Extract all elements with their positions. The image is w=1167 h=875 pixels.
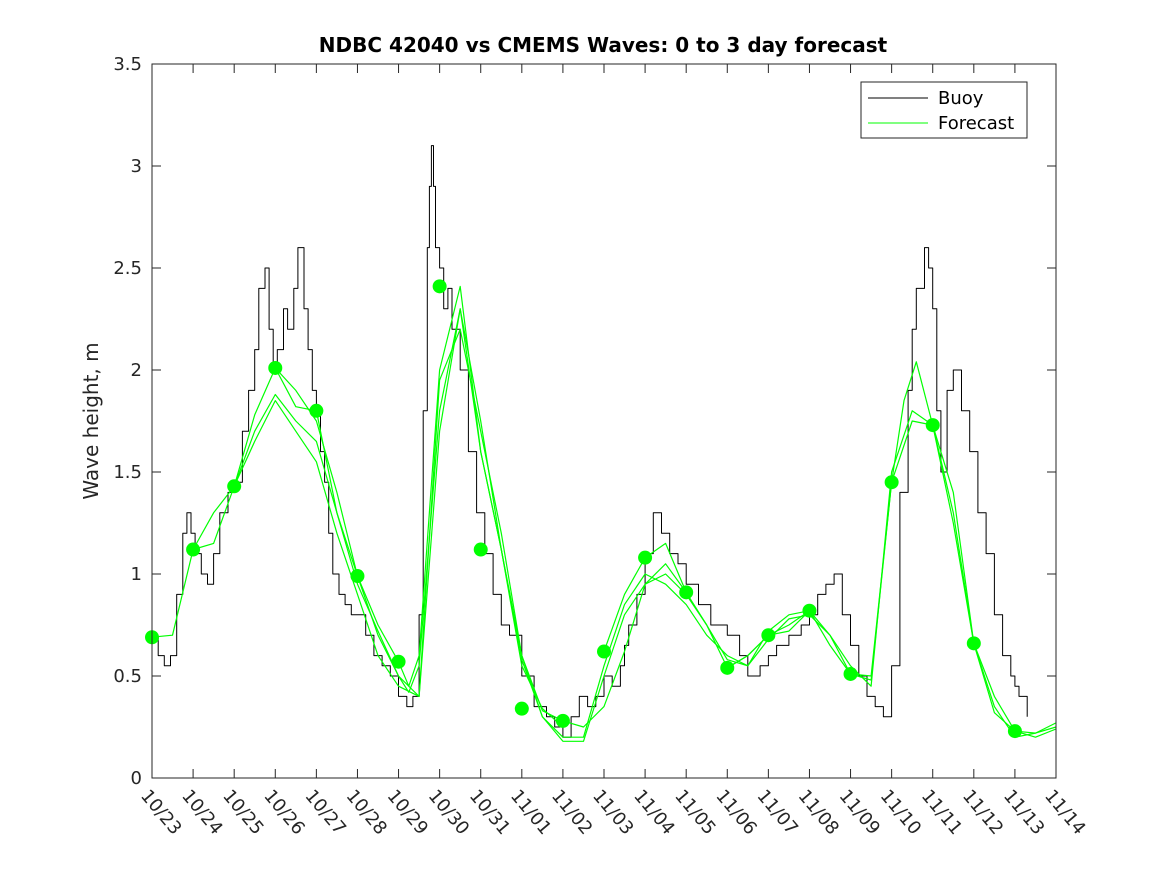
legend: Buoy Forecast bbox=[860, 81, 1028, 139]
y-tick-label: 1 bbox=[131, 564, 142, 585]
forecast-analysis-marker bbox=[597, 644, 611, 659]
forecast-analysis-marker bbox=[966, 636, 981, 651]
forecast-analysis-marker bbox=[309, 403, 324, 418]
y-tick-label: 1.5 bbox=[113, 462, 142, 483]
data-series bbox=[145, 145, 1057, 742]
forecast-analysis-marker bbox=[268, 360, 283, 375]
forecast-analysis-marker bbox=[884, 475, 899, 490]
forecast-analysis-marker bbox=[1007, 724, 1022, 739]
y-axis-label: Wave height, m bbox=[79, 342, 103, 499]
forecast-analysis-marker bbox=[350, 569, 365, 584]
forecast-analysis-marker bbox=[186, 542, 201, 557]
plot-area-frame bbox=[151, 63, 1057, 779]
chart-title: NDBC 42040 vs CMEMS Waves: 0 to 3 day fo… bbox=[319, 33, 888, 57]
forecast-analysis-marker bbox=[514, 701, 529, 716]
forecast-analysis-marker bbox=[391, 654, 406, 669]
forecast-series-line bbox=[603, 361, 1057, 734]
forecast-analysis-marker bbox=[720, 660, 735, 675]
legend-box bbox=[860, 81, 1028, 139]
y-tick-label: 3.5 bbox=[113, 54, 142, 75]
forecast-analysis-marker bbox=[473, 542, 488, 557]
y-tick-label: 3 bbox=[131, 156, 142, 177]
forecast-series-line bbox=[233, 328, 810, 738]
y-tick-label: 2.5 bbox=[113, 258, 142, 279]
legend-forecast-label: Forecast bbox=[938, 113, 1014, 134]
forecast-analysis-marker bbox=[761, 628, 776, 643]
forecast-analysis-marker bbox=[679, 585, 694, 600]
y-tick-label: 0 bbox=[131, 768, 142, 789]
forecast-analysis-marker bbox=[843, 666, 858, 681]
forecast-analysis-marker bbox=[432, 279, 447, 294]
forecast-series-line bbox=[274, 308, 1057, 742]
forecast-analysis-marker bbox=[802, 603, 817, 618]
y-tick-label: 2 bbox=[131, 360, 142, 381]
forecast-analysis-marker bbox=[227, 479, 242, 494]
forecast-analysis-marker bbox=[555, 713, 570, 728]
forecast-analysis-marker bbox=[925, 418, 940, 433]
legend-buoy-label: Buoy bbox=[938, 88, 984, 109]
y-tick-label: 0.5 bbox=[113, 666, 142, 687]
forecast-analysis-marker bbox=[638, 550, 653, 565]
